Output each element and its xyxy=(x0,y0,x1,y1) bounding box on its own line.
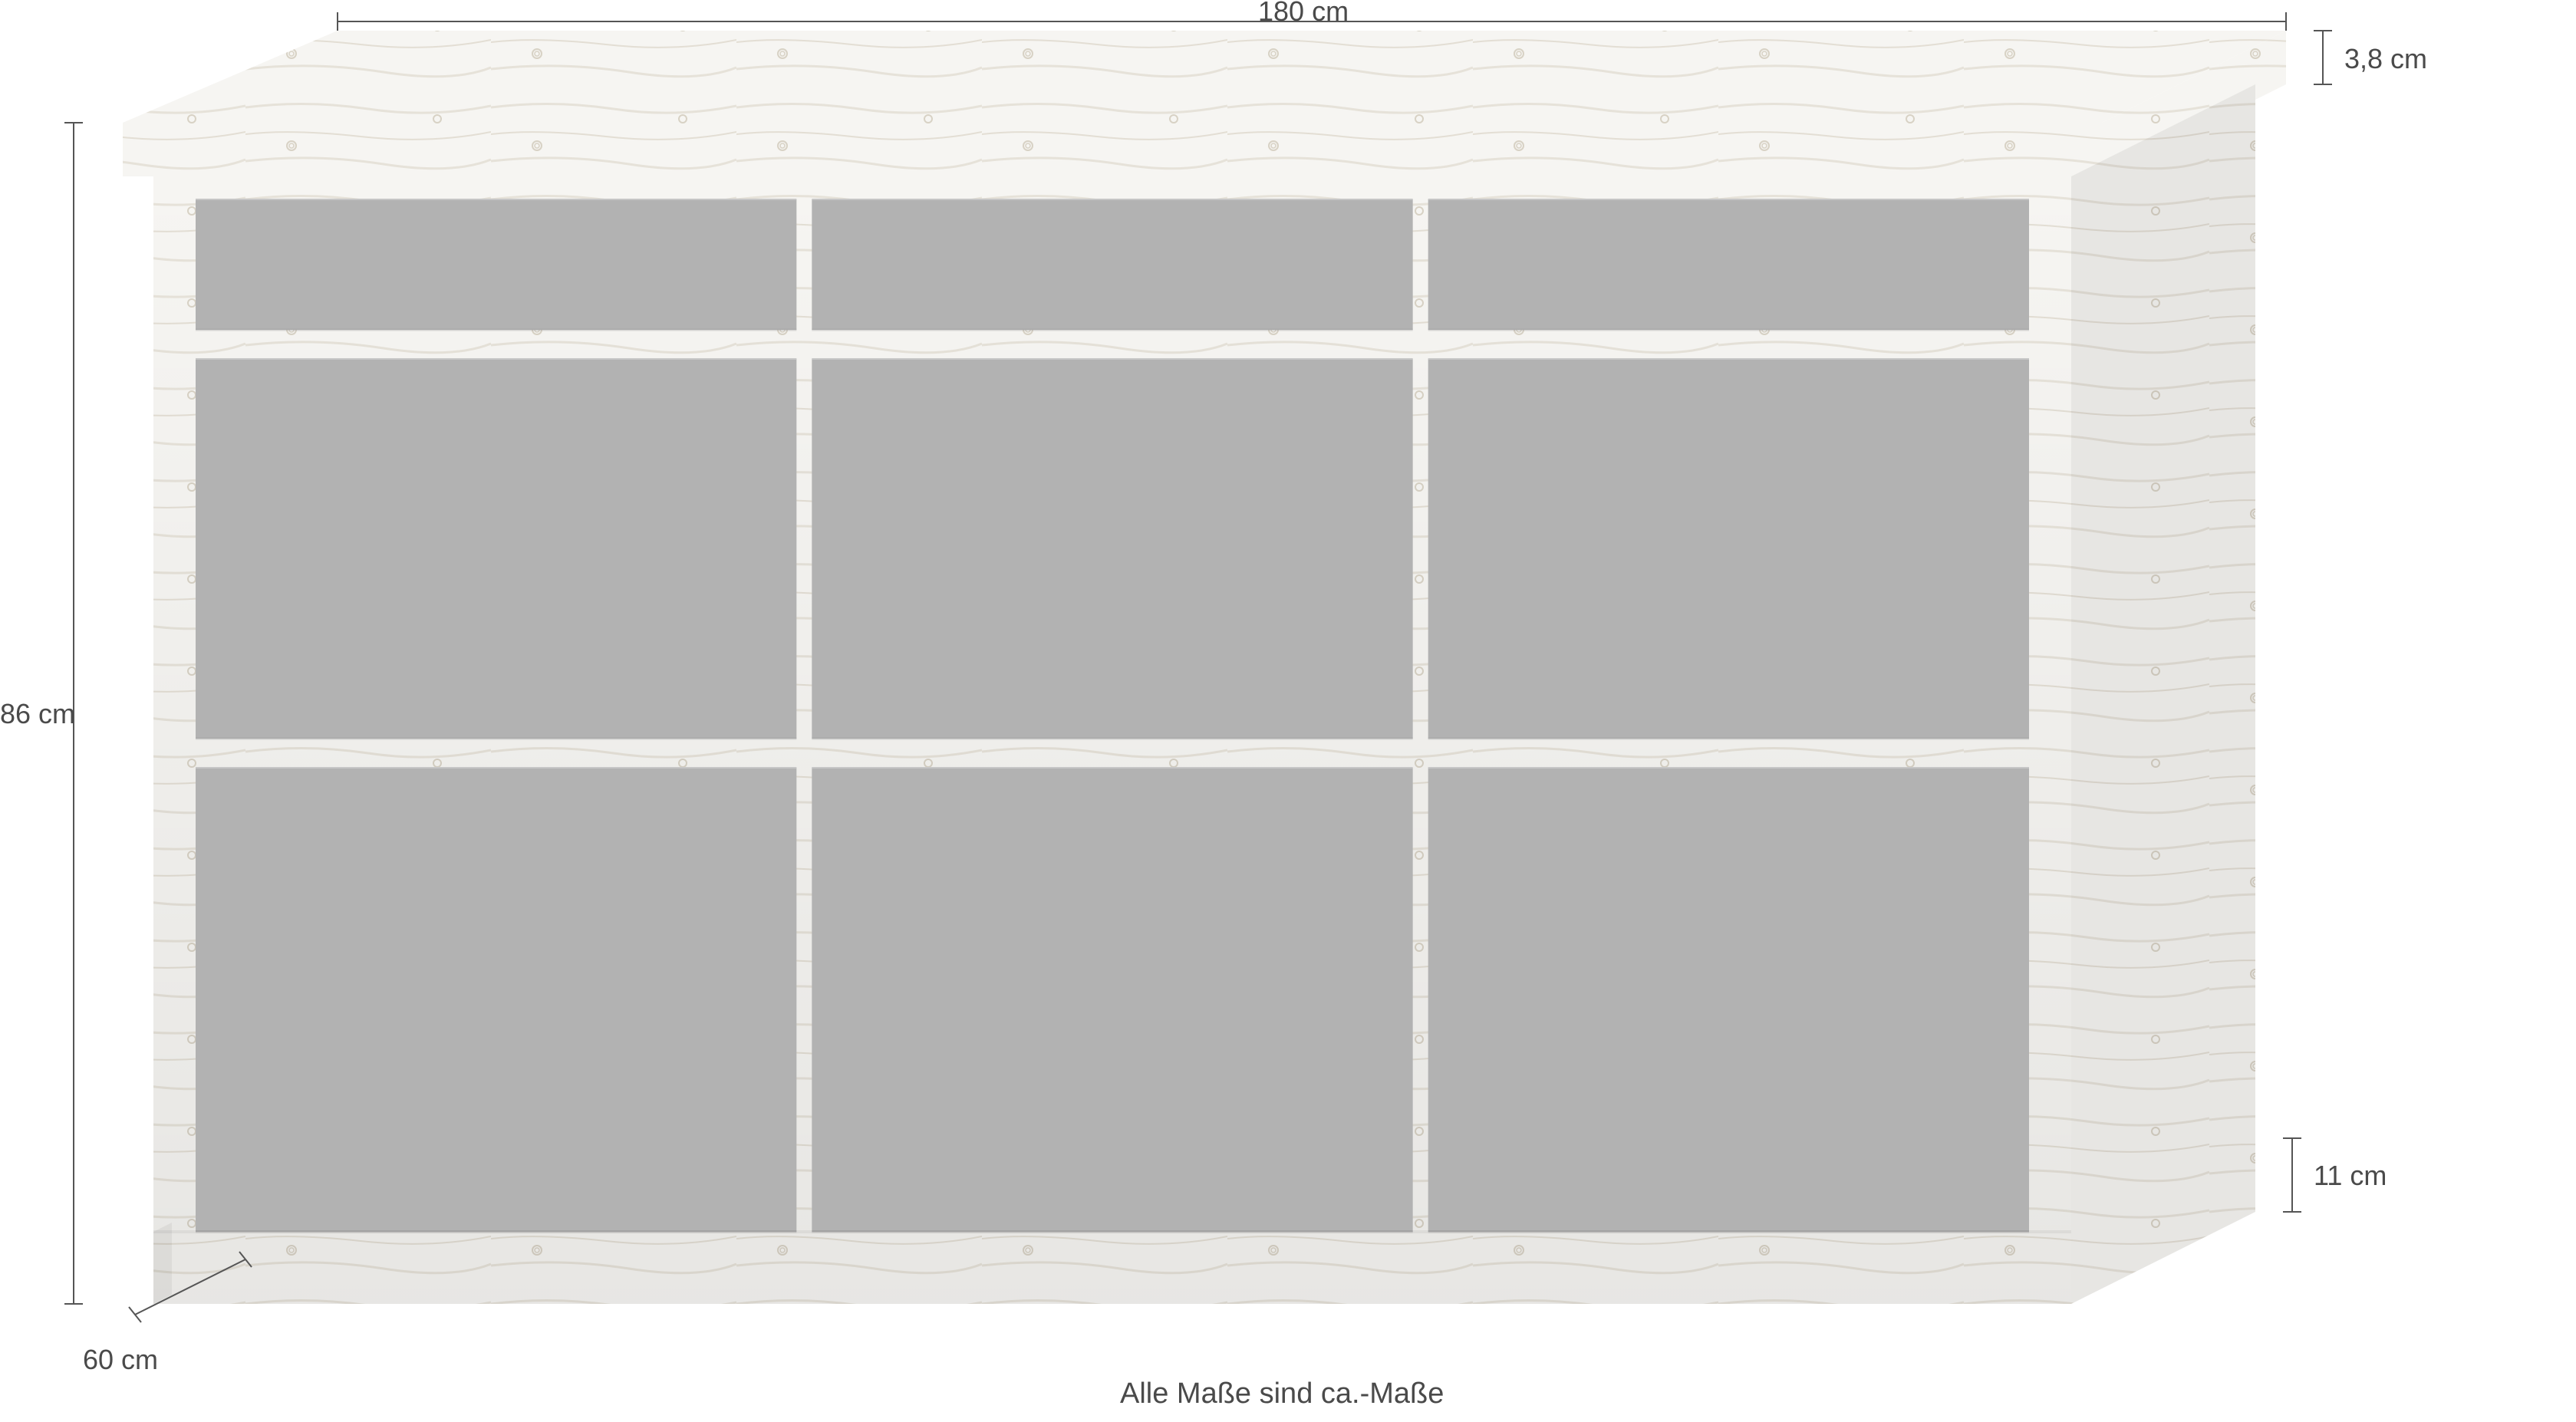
countertop-top xyxy=(123,31,2286,123)
dim-depth-label: 60 cm xyxy=(83,1344,158,1376)
dim-width-label: 180 cm xyxy=(1258,0,1349,28)
plinth-left-wedge xyxy=(153,1223,172,1304)
dim-top-thickness-label: 3,8 cm xyxy=(2344,43,2427,75)
dim-plinth-label: 11 cm xyxy=(2314,1160,2387,1192)
caption: Alle Maße sind ca.-Maße xyxy=(1120,1378,1444,1410)
body-right-side-shade xyxy=(2071,84,2255,1304)
countertop-front-edge xyxy=(123,123,2102,176)
technical-drawing xyxy=(0,0,2576,1422)
dim-height-label: 86 cm xyxy=(0,698,75,730)
